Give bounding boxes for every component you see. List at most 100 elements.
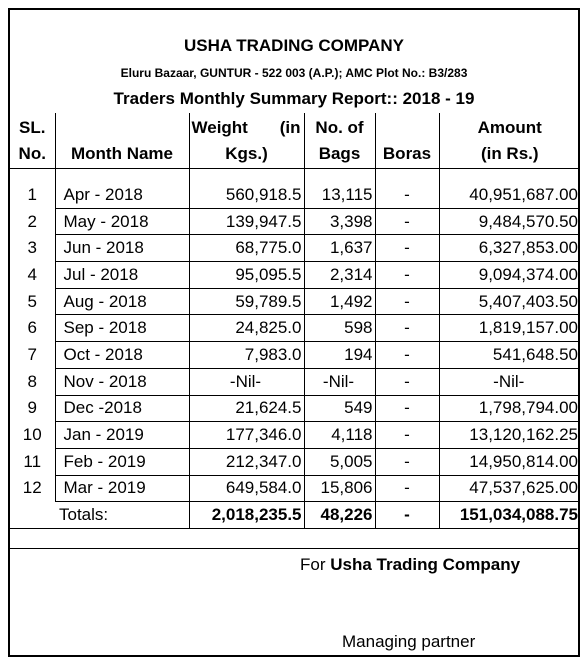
row-bags: 598 (303, 314, 375, 343)
row-sl: 7 (27, 344, 37, 364)
section-divider (10, 548, 580, 549)
signature-for-line: For Usha Trading Company (300, 555, 521, 574)
row-month: Jan - 2019 (54, 421, 189, 449)
row-bags: 2,314 (303, 261, 375, 289)
row-weight: 177,346.0 (188, 421, 304, 449)
row-boras: - (374, 368, 439, 396)
total-bags: 48,226 (303, 501, 375, 530)
row-month: Dec -2018 (54, 395, 189, 423)
row-amount: 6,327,853.00 (438, 234, 580, 263)
row-sl: 9 (27, 398, 37, 418)
table-row: 9 Dec -2018 21,624.5 549-1,798,794.00 (10, 395, 580, 423)
table-row: 11 Feb - 2019 212,347.0 5,005-14,950,814.00 (10, 448, 580, 476)
row-boras: - (374, 395, 439, 423)
row-weight: 24,825.0 (188, 314, 304, 343)
row-weight: 7,983.0 (188, 341, 304, 369)
row-bags: 1,492 (303, 288, 375, 316)
row-boras: - (374, 475, 439, 503)
row-amount: 40,951,687.00 (438, 182, 580, 209)
table-row: 1 Apr - 2018 560,918.5 13,115-40,951,687.00 (10, 182, 580, 209)
summary-table: SL. No. Month Name Weight (in Kgs.) No. of… (10, 113, 580, 530)
row-month: Feb - 2019 (54, 448, 189, 476)
row-bags: 549 (303, 395, 375, 423)
row-bags: 1,637 (303, 234, 375, 263)
row-month: Mar - 2019 (54, 475, 189, 503)
row-sl: 8 (27, 371, 37, 391)
totals-label: Totals: (10, 501, 189, 530)
col-header-amount: Amount (in Rs.) (438, 113, 580, 169)
row-amount: 13,120,162.25 (438, 421, 580, 449)
row-bags: 5,005 (303, 448, 375, 476)
company-address: Eluru Bazaar, GUNTUR - 522 003 (A.P.); A… (120, 66, 468, 80)
row-boras: - (374, 208, 439, 236)
row-sl: 1 (27, 185, 37, 205)
table-row: 8 Nov - 2018 -Nil- -Nil- - -Nil- (10, 368, 580, 396)
row-month: Aug - 2018 (54, 288, 189, 316)
row-sl: 11 (23, 451, 42, 471)
row-sl: 5 (27, 291, 37, 311)
row-weight: 59,789.5 (188, 288, 304, 316)
row-amount: 9,484,570.50 (438, 208, 580, 236)
row-weight: -Nil- (188, 368, 304, 396)
totals-row: Totals: 2,018,235.5 48,226 - 151,034,088… (10, 501, 580, 530)
row-month: Jul - 2018 (54, 261, 189, 289)
row-bags: 15,806 (303, 475, 375, 503)
table-header-row: SL. No. Month Name Weight (in Kgs.) No. of… (10, 113, 580, 169)
row-boras: - (374, 341, 439, 369)
company-name: USHA TRADING COMPANY (183, 36, 405, 55)
row-bags: 4,118 (303, 421, 375, 449)
row-amount: 1,819,157.00 (438, 314, 580, 343)
row-amount: 541,648.50 (438, 341, 580, 369)
row-sl: 6 (27, 318, 37, 338)
table-body: 1 Apr - 2018 560,918.5 13,115-40,951,687.00… (10, 182, 580, 503)
row-sl: 2 (27, 211, 37, 231)
col-header-sl: SL. No. (10, 113, 55, 169)
row-bags: 3,398 (303, 208, 375, 236)
row-boras: - (374, 288, 439, 316)
row-amount: 14,950,814.00 (438, 448, 580, 476)
row-weight: 95,095.5 (188, 261, 304, 289)
table-row: 6 Sep - 2018 24,825.0 598-1,819,157.00 (10, 314, 580, 343)
col-header-bags: No. of Bags (303, 113, 375, 169)
row-month: Nov - 2018 (54, 368, 189, 396)
table-row: 2 May - 2018 139,947.5 3,398-9,484,570.50 (10, 208, 580, 236)
table-row: 10 Jan - 2019 177,346.0 4,118-13,120,162.25 (10, 421, 580, 449)
row-amount: -Nil- (438, 368, 580, 396)
row-amount: 1,798,794.00 (438, 395, 580, 423)
signatory-title: Managing partner (342, 632, 476, 651)
row-weight: 21,624.5 (188, 395, 304, 423)
table-row: 12 Mar - 2019 649,584.0 15,806-47,537,625.0… (10, 475, 580, 503)
row-bags: 13,115 (303, 182, 375, 209)
col-header-month: Month Name (54, 113, 189, 169)
row-bags: -Nil- (303, 368, 375, 396)
table-row: 7 Oct - 2018 7,983.0 194-541,648.50 (10, 341, 580, 369)
row-month: Oct - 2018 (54, 341, 189, 369)
row-month: Apr - 2018 (54, 182, 189, 209)
col-header-weight: Weight (in Kgs.) (188, 113, 304, 169)
row-weight: 560,918.5 (188, 182, 304, 209)
row-boras: - (374, 314, 439, 343)
row-boras: - (374, 261, 439, 289)
row-month: May - 2018 (54, 208, 189, 236)
row-month: Sep - 2018 (54, 314, 189, 343)
table-row: 4 Jul - 2018 95,095.5 2,314-9,094,374.00 (10, 261, 580, 289)
total-amount: 151,034,088.75 (438, 501, 580, 530)
row-boras: - (374, 182, 439, 209)
row-boras: - (374, 421, 439, 449)
row-sl: 3 (27, 238, 37, 258)
row-boras: - (374, 448, 439, 476)
col-header-boras: Boras (374, 113, 439, 169)
row-sl: 4 (27, 264, 37, 284)
row-weight: 649,584.0 (188, 475, 304, 503)
row-weight: 139,947.5 (188, 208, 304, 236)
total-weight: 2,018,235.5 (188, 501, 304, 530)
table-row: 3 Jun - 2018 68,775.0 1,637-6,327,853.00 (10, 234, 580, 263)
table-row: 5 Aug - 2018 59,789.5 1,492-5,407,403.50 (10, 288, 580, 316)
total-boras: - (374, 501, 439, 530)
report-title: Traders Monthly Summary Report:: 2018 - … (113, 89, 475, 108)
row-boras: - (374, 234, 439, 263)
row-sl: 10 (22, 425, 42, 445)
row-sl: 12 (22, 478, 42, 498)
row-weight: 68,775.0 (188, 234, 304, 263)
row-month: Jun - 2018 (54, 234, 189, 263)
